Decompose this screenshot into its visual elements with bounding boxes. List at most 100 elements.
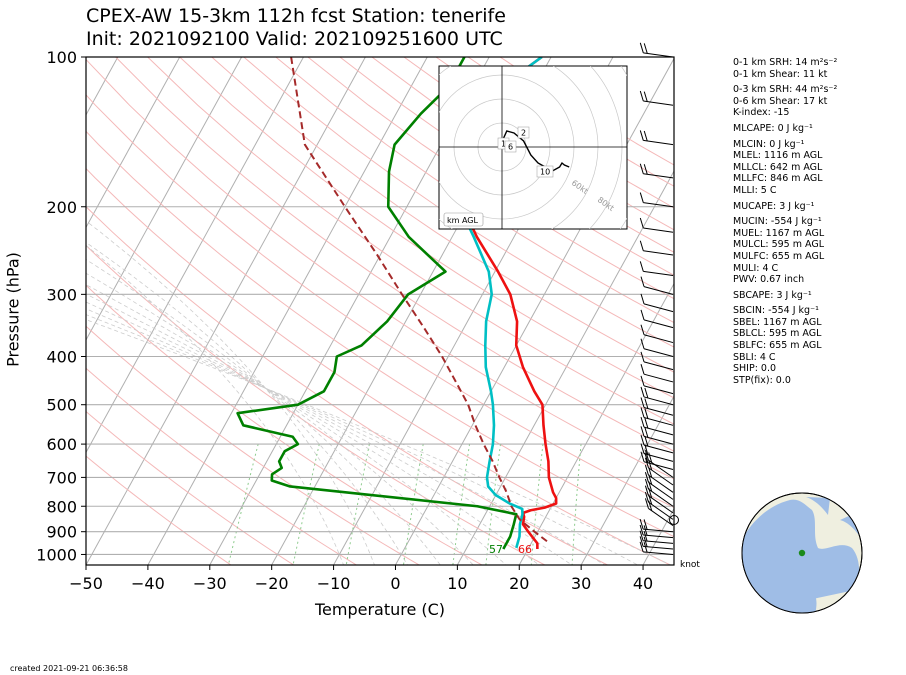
wind-barb <box>640 309 674 329</box>
mixing-ratio-line <box>402 444 424 565</box>
isotherm-line <box>271 57 552 565</box>
index-row: MUCIN: -554 J kg⁻¹ <box>733 216 822 228</box>
index-row: SHIP: 0.0 <box>733 363 777 375</box>
index-row: MULCL: 595 m AGL <box>733 239 825 251</box>
series-dewpoint <box>236 57 518 550</box>
wind-barb <box>644 472 674 500</box>
wind-barb <box>639 536 674 550</box>
y-tick-label: 1000 <box>36 545 77 564</box>
moist-adiabat-line <box>86 308 606 565</box>
index-row: PWV: 0.67 inch <box>733 274 805 286</box>
moist-adiabat-line <box>86 272 474 565</box>
y-tick-label: 100 <box>46 48 77 67</box>
index-row: SBLCL: 595 m AGL <box>733 328 822 340</box>
index-row: 0-6 km Shear: 17 kt <box>733 95 828 107</box>
y-tick-label: 800 <box>46 497 77 516</box>
x-tick-label: 10 <box>447 574 467 593</box>
dry-adiabat-line <box>86 94 674 508</box>
mixing-ratio-line <box>292 443 320 565</box>
knot-label: knot <box>680 560 700 570</box>
x-tick-label: 0 <box>390 574 400 593</box>
wind-barb <box>639 163 674 179</box>
chart-title: CPEX-AW 15-3km 112h fcst Station: teneri… <box>86 5 506 27</box>
isotherm-line <box>86 57 304 454</box>
isotherm-line <box>147 57 428 565</box>
dry-adiabat-line <box>179 57 674 399</box>
surface-dewpoint-label: 57 <box>489 543 503 556</box>
index-row: MLEL: 1116 m AGL <box>733 150 823 162</box>
series-parcel <box>290 57 551 545</box>
wind-barb <box>644 450 674 478</box>
index-row: 0-1 km Shear: 11 kt <box>733 68 828 80</box>
mixing-ratio-line <box>227 443 259 565</box>
background-lines <box>86 57 674 565</box>
x-tick-label: −50 <box>69 574 103 593</box>
mixing-ratio-line <box>530 444 544 565</box>
y-tick-label: 300 <box>46 285 77 304</box>
wind-barb <box>639 192 674 208</box>
y-axis-ticks: 100 200 300 400 500 600 700 800 900 1000 <box>36 48 86 564</box>
wind-barb <box>644 464 674 493</box>
index-row: MULI: 4 C <box>733 262 779 274</box>
moist-adiabat-line <box>86 319 671 565</box>
stability-indices-panel: 0-1 km SRH: 14 m²s⁻² 0-1 km Shear: 11 kt 0… <box>733 57 903 386</box>
mixing-ratio-line <box>452 444 471 565</box>
y-axis-label: Pressure (hPa) <box>3 252 23 367</box>
dry-adiabat-line <box>275 57 674 324</box>
index-row: STP(fix): 0.0 <box>733 374 791 386</box>
dry-adiabat-line <box>86 206 608 565</box>
isotherm-line <box>642 507 674 565</box>
y-tick-label: 600 <box>46 435 77 454</box>
index-row: MLCAPE: 0 J kg⁻¹ <box>733 122 813 134</box>
wind-barb <box>644 457 674 486</box>
wind-barb <box>640 276 674 295</box>
mixing-ratio-line <box>345 443 370 565</box>
x-tick-label: 20 <box>509 574 529 593</box>
y-tick-label: 200 <box>46 198 77 217</box>
wind-barb <box>640 397 674 416</box>
dry-adiabat-line <box>147 57 674 425</box>
wind-barb <box>640 451 674 471</box>
x-tick-label: −40 <box>131 574 165 593</box>
dry-adiabat-line <box>86 244 545 565</box>
wind-barb <box>640 293 674 313</box>
location-globe <box>741 492 863 614</box>
index-row: SBLFC: 655 m AGL <box>733 340 822 352</box>
index-row: MUCAPE: 3 J kg⁻¹ <box>733 200 815 212</box>
isotherm-line <box>518 282 674 565</box>
hodo-height-label: 6 <box>508 143 513 152</box>
wind-barb <box>640 386 674 406</box>
x-tick-label: 30 <box>571 574 591 593</box>
wind-barb <box>640 426 674 445</box>
hodo-height-label: 1 <box>501 140 506 149</box>
dry-adiabat-line <box>86 455 232 565</box>
dry-adiabat-line <box>86 130 674 538</box>
wind-barb <box>644 491 674 520</box>
dry-adiabat-line <box>211 57 674 373</box>
x-tick-label: 40 <box>633 574 653 593</box>
wind-barb <box>639 530 674 544</box>
moist-adiabat-line <box>86 293 540 565</box>
index-row: MLLFC: 846 m AGL <box>733 173 823 185</box>
wind-barb <box>640 435 674 454</box>
dry-adiabat-line <box>86 167 671 565</box>
index-row: SBCAPE: 3 J kg⁻¹ <box>733 289 812 301</box>
x-tick-label: −30 <box>193 574 227 593</box>
y-tick-label: 900 <box>46 523 77 542</box>
index-row: SBCIN: -554 J kg⁻¹ <box>733 305 819 317</box>
wind-barb <box>639 90 674 106</box>
wind-barb <box>640 407 674 426</box>
isotherm-line <box>333 57 614 565</box>
x-axis-ticks: −50 −40 −30 −20 −10 0 10 20 30 40 <box>69 565 653 593</box>
wind-barbs <box>639 42 679 555</box>
index-row: SBEL: 1167 m AGL <box>733 316 822 328</box>
index-row: K-index: -15 <box>733 107 790 119</box>
x-axis-label: Temperature (C) <box>314 600 446 619</box>
wind-barb <box>640 443 674 462</box>
y-tick-label: 400 <box>46 348 77 367</box>
y-tick-label: 500 <box>46 396 77 415</box>
x-tick-label: −10 <box>317 574 351 593</box>
index-row: MULFC: 655 m AGL <box>733 250 825 262</box>
hodograph-inset: 21 610 60kt 80kt km AGL <box>438 65 628 230</box>
